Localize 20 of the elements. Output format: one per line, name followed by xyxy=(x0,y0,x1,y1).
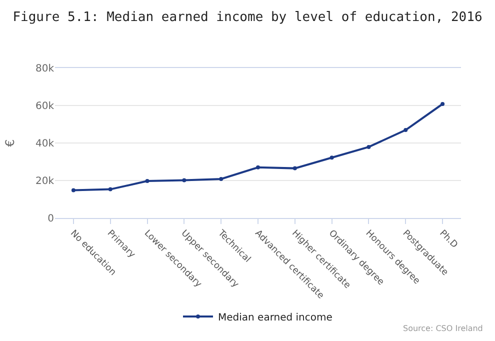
legend-label: Median earned income xyxy=(218,312,332,324)
y-tick-label: 0 xyxy=(48,214,54,224)
y-tick-label: 80k xyxy=(35,64,54,74)
point xyxy=(404,128,408,132)
source-note: Source: CSO Ireland xyxy=(403,324,483,333)
point xyxy=(366,144,371,149)
y-tick-label: 60k xyxy=(35,101,54,112)
point xyxy=(145,179,150,184)
point xyxy=(219,177,224,181)
y-tick-label: 20k xyxy=(35,176,54,187)
chart-title: Figure 5.1: Median earned income by level of education, 2016 xyxy=(12,10,482,26)
point xyxy=(71,188,76,192)
y-axis-title: € xyxy=(2,139,17,147)
point xyxy=(292,166,297,170)
point xyxy=(182,178,186,182)
point xyxy=(330,156,334,160)
point xyxy=(256,165,260,170)
point xyxy=(440,102,445,106)
y-tick-label: 40k xyxy=(35,138,54,150)
point xyxy=(108,187,112,192)
